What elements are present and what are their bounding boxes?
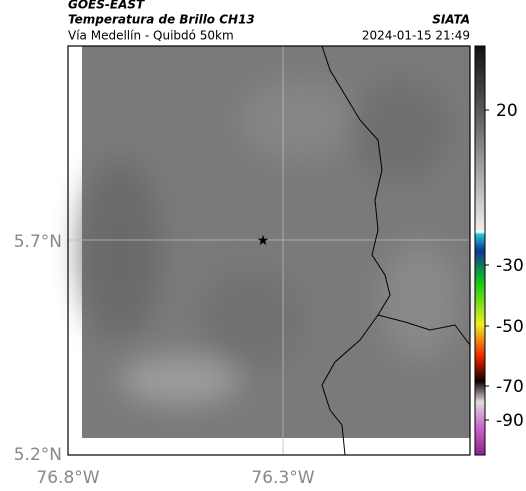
satellite-image	[80, 46, 470, 438]
lon-label: 76.3°W	[251, 468, 314, 488]
colorbar-ticks	[485, 109, 489, 421]
source: SIATA	[432, 13, 470, 27]
subtitle: Temperatura de Brillo CH13	[68, 13, 255, 27]
colorbar	[474, 45, 486, 456]
lat-label: 5.2°N	[14, 445, 62, 465]
colorbar-label: -50	[496, 317, 524, 337]
colorbar-label: -70	[496, 377, 524, 397]
boundaries	[321, 45, 471, 456]
datetime: 2024-01-15 21:49	[362, 29, 470, 43]
location-star: ★	[257, 233, 270, 249]
colorbar-label: 20	[496, 101, 518, 121]
region: Vía Medellín - Quibdó 50km	[68, 29, 234, 43]
lon-label: 76.8°W	[36, 468, 99, 488]
colorbar-label: -30	[496, 256, 524, 276]
map-frame	[67, 45, 471, 456]
colorbar-label: -90	[496, 411, 524, 431]
lat-label: 5.7°N	[14, 232, 62, 252]
title: GOES-EAST	[68, 0, 145, 12]
